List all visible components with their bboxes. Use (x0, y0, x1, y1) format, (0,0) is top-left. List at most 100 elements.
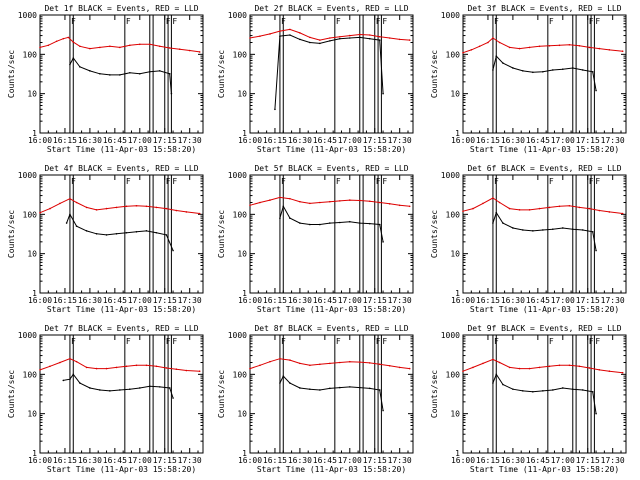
lld-point (119, 46, 121, 49)
flag-label: F (549, 177, 554, 186)
lld-point (75, 201, 78, 204)
y-axis-label: Counts/sec (217, 210, 226, 258)
x-tick-label: 16:15 (476, 136, 500, 145)
lld-point (508, 207, 511, 210)
lld-point (492, 358, 494, 361)
lld-point (408, 367, 411, 370)
lld-point (528, 209, 531, 211)
events-point (170, 92, 173, 95)
lld-point (198, 370, 201, 373)
events-point (148, 70, 151, 73)
lld-point (269, 33, 271, 35)
x-tick-label: 16:45 (313, 456, 337, 465)
x-tick-label: 16:45 (103, 456, 127, 465)
events-point (339, 221, 341, 224)
events-point (495, 211, 498, 214)
lld-point (598, 209, 601, 212)
x-tick-label: 17:15 (363, 136, 387, 145)
events-point (561, 227, 564, 229)
flag-label: F (172, 177, 177, 186)
lld-point (538, 207, 541, 210)
lld-point (249, 204, 251, 207)
events-point (85, 230, 88, 232)
lld-point (309, 36, 311, 39)
flag-label: F (589, 17, 594, 26)
lld-point (398, 38, 401, 41)
lld-point (39, 369, 41, 371)
x-axis-label: Start Time (11-Apr-03 15:58:20) (47, 145, 196, 154)
lld-point (462, 370, 464, 373)
events-point (329, 387, 331, 390)
lld-point (388, 37, 391, 39)
lld-point (498, 41, 501, 44)
lld-point (39, 211, 41, 214)
x-axis-label: Start Time (11-Apr-03 15:58:20) (470, 465, 619, 474)
events-point (368, 387, 371, 390)
lld-point (348, 199, 351, 201)
events-point (552, 389, 554, 391)
lld-point (289, 28, 291, 31)
y-tick-label: 10 (450, 250, 460, 259)
events-point (532, 71, 534, 74)
events-point (368, 37, 371, 40)
x-axis-label: Start Time (11-Apr-03 15:58:20) (470, 305, 619, 314)
lld-point (59, 202, 61, 205)
lld-point (588, 367, 591, 369)
events-point (348, 220, 351, 223)
lld-point (558, 205, 561, 208)
lld-point (329, 200, 331, 203)
panel-title: Det 6f BLACK = Events, RED = LLD (467, 164, 621, 173)
plot-frame (249, 334, 414, 454)
lld-point (358, 33, 361, 36)
events-point (522, 70, 524, 72)
events-point (595, 249, 597, 252)
lld-series-line (462, 37, 623, 54)
y-tick-label: 1 (242, 129, 247, 138)
lld-point (538, 45, 541, 48)
events-point (119, 74, 121, 76)
events-point (274, 108, 276, 111)
x-tick-label: 17:15 (576, 456, 600, 465)
lld-point (568, 364, 571, 367)
lld-point (259, 364, 261, 367)
lld-point (558, 44, 561, 47)
plot-frame (39, 334, 204, 454)
lld-point (185, 369, 188, 372)
x-axis-label: Start Time (11-Apr-03 15:58:20) (257, 465, 406, 474)
flag-label: F (336, 337, 341, 346)
y-axis-label: Counts/sec (430, 370, 439, 418)
events-point (495, 373, 498, 376)
flag-label: F (166, 17, 171, 26)
plot-frame (462, 334, 627, 454)
lld-point (472, 366, 474, 369)
events-point (532, 230, 534, 232)
y-tick-label: 10 (237, 250, 247, 259)
events-point (95, 232, 98, 235)
x-tick-label: 16:30 (78, 296, 102, 305)
flag-label: F (71, 177, 76, 186)
x-tick-label: 16:30 (501, 136, 525, 145)
y-axis-label: Counts/sec (7, 210, 16, 258)
lld-point (482, 362, 484, 365)
lld-point (508, 366, 511, 369)
lld-point (470, 49, 473, 51)
x-tick-label: 16:45 (526, 456, 550, 465)
events-point (279, 35, 281, 37)
events-point (552, 228, 554, 230)
lld-point (339, 35, 341, 38)
x-axis-label: Start Time (11-Apr-03 15:58:20) (47, 465, 196, 474)
events-point (279, 217, 281, 219)
lld-point (59, 361, 61, 364)
events-point (348, 386, 351, 388)
y-tick-label: 1 (455, 449, 460, 458)
panel-title: Det 7f BLACK = Events, RED = LLD (44, 324, 198, 333)
lld-point (368, 34, 371, 36)
y-tick-label: 10 (237, 90, 247, 99)
lld-point (135, 364, 138, 367)
x-tick-label: 17:00 (128, 296, 152, 305)
lld-point (69, 197, 71, 200)
x-tick-label: 17:00 (551, 456, 575, 465)
events-point (282, 375, 285, 377)
